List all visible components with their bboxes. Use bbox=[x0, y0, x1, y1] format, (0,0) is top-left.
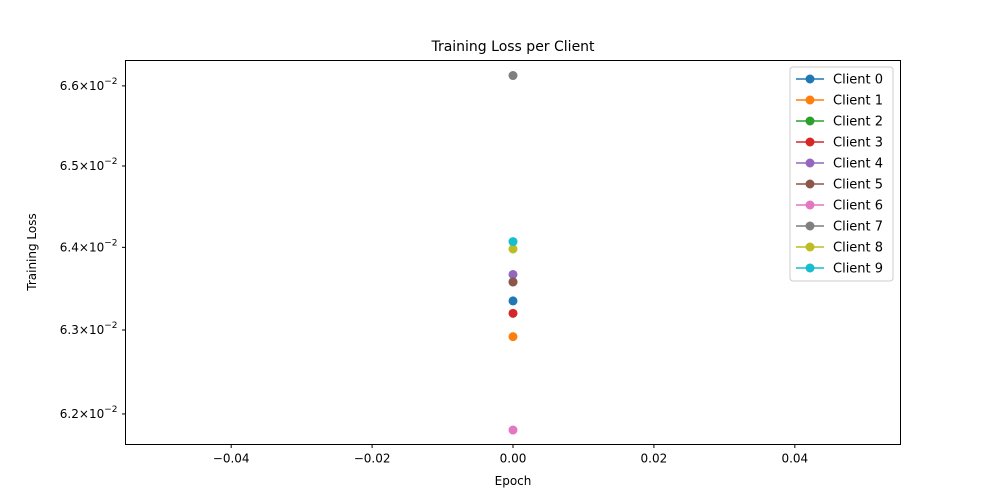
legend-item: Client 3 bbox=[796, 136, 883, 151]
y-tick-mantissa: 6.6 bbox=[60, 79, 79, 93]
y-tick-base: 10 bbox=[89, 240, 104, 254]
legend-label: Client 2 bbox=[833, 115, 883, 130]
data-point bbox=[508, 269, 518, 279]
legend-marker bbox=[805, 263, 815, 273]
legend: Client 0 Client 1 Client 2 Client 3 Client 4… bbox=[789, 66, 894, 282]
y-tick-label: 6.4×10−2 bbox=[60, 238, 118, 254]
legend-item: Client 1 bbox=[796, 94, 883, 109]
y-tick-times: × bbox=[79, 79, 89, 93]
legend-marker bbox=[805, 221, 815, 231]
y-tick-mantissa: 6.4 bbox=[60, 240, 79, 254]
x-tick-label: −0.04 bbox=[213, 452, 250, 466]
y-axis: 6.2×10−26.3×10−26.4×10−26.5×10−26.6×10−2 bbox=[60, 77, 126, 421]
legend-marker bbox=[805, 200, 815, 210]
y-tick-mantissa: 6.2 bbox=[60, 407, 79, 421]
y-tick-label: 6.2×10−2 bbox=[60, 405, 118, 421]
legend-item: Client 9 bbox=[796, 262, 883, 277]
series-client-7 bbox=[508, 71, 518, 81]
data-point bbox=[508, 244, 518, 254]
legend-item: Client 2 bbox=[796, 115, 883, 130]
y-tick-exponent: −2 bbox=[104, 238, 117, 248]
legend-item: Client 8 bbox=[796, 241, 883, 256]
data-point bbox=[508, 277, 518, 287]
series-client-4 bbox=[508, 269, 518, 279]
legend-label: Client 5 bbox=[833, 178, 883, 193]
y-tick-base: 10 bbox=[89, 407, 104, 421]
x-tick-label: 0.04 bbox=[781, 452, 808, 466]
series-client-3 bbox=[508, 308, 518, 318]
legend-label: Client 4 bbox=[833, 157, 883, 172]
legend-marker bbox=[805, 95, 815, 105]
legend-label: Client 7 bbox=[833, 220, 883, 235]
y-tick-times: × bbox=[79, 407, 89, 421]
y-tick-label: 6.3×10−2 bbox=[60, 321, 118, 337]
y-tick-base: 10 bbox=[89, 159, 104, 173]
legend-label: Client 3 bbox=[833, 136, 883, 151]
y-tick-mantissa: 6.5 bbox=[60, 159, 79, 173]
y-tick-exponent: −2 bbox=[104, 157, 117, 167]
legend-label: Client 9 bbox=[833, 262, 883, 277]
legend-item: Client 7 bbox=[796, 220, 883, 235]
series-layer bbox=[508, 71, 518, 435]
y-tick-label: 6.5×10−2 bbox=[60, 157, 118, 173]
legend-marker bbox=[805, 74, 815, 84]
legend-marker bbox=[805, 137, 815, 147]
legend-marker bbox=[805, 242, 815, 252]
series-client-9 bbox=[508, 237, 518, 247]
y-tick-exponent: −2 bbox=[104, 321, 117, 331]
chart-title: Training Loss per Client bbox=[430, 39, 595, 55]
legend-label: Client 8 bbox=[833, 241, 883, 256]
data-point bbox=[508, 308, 518, 318]
x-tick-label: 0.00 bbox=[500, 452, 527, 466]
data-point bbox=[508, 332, 518, 342]
x-tick-label: −0.02 bbox=[354, 452, 391, 466]
y-tick-times: × bbox=[79, 240, 89, 254]
legend-marker bbox=[805, 179, 815, 189]
y-tick-exponent: −2 bbox=[104, 405, 117, 415]
legend-item: Client 0 bbox=[796, 73, 883, 88]
legend-label: Client 6 bbox=[833, 199, 883, 214]
legend-item: Client 4 bbox=[796, 157, 883, 172]
x-axis-label: Epoch bbox=[495, 474, 532, 488]
y-tick-base: 10 bbox=[89, 79, 104, 93]
legend-label: Client 1 bbox=[833, 94, 883, 109]
series-client-8 bbox=[508, 244, 518, 254]
y-tick-label: 6.6×10−2 bbox=[60, 77, 118, 93]
y-tick-mantissa: 6.3 bbox=[60, 323, 79, 337]
x-axis: −0.04 −0.02 0.00 0.02 0.04 bbox=[213, 444, 808, 466]
legend-marker bbox=[805, 158, 815, 168]
y-tick-times: × bbox=[79, 159, 89, 173]
legend-marker bbox=[805, 116, 815, 126]
y-axis-label: Training Loss bbox=[25, 213, 39, 291]
legend-item: Client 5 bbox=[796, 178, 883, 193]
legend-label: Client 0 bbox=[833, 73, 883, 88]
y-tick-exponent: −2 bbox=[104, 77, 117, 87]
data-point bbox=[508, 296, 518, 306]
series-client-5 bbox=[508, 277, 518, 287]
x-tick-label: 0.02 bbox=[641, 452, 668, 466]
data-point bbox=[508, 71, 518, 81]
y-tick-times: × bbox=[79, 323, 89, 337]
data-point bbox=[508, 237, 518, 247]
data-point bbox=[508, 425, 518, 435]
series-client-1 bbox=[508, 332, 518, 342]
y-tick-base: 10 bbox=[89, 323, 104, 337]
series-client-6 bbox=[508, 425, 518, 435]
series-client-0 bbox=[508, 296, 518, 306]
legend-item: Client 6 bbox=[796, 199, 883, 214]
